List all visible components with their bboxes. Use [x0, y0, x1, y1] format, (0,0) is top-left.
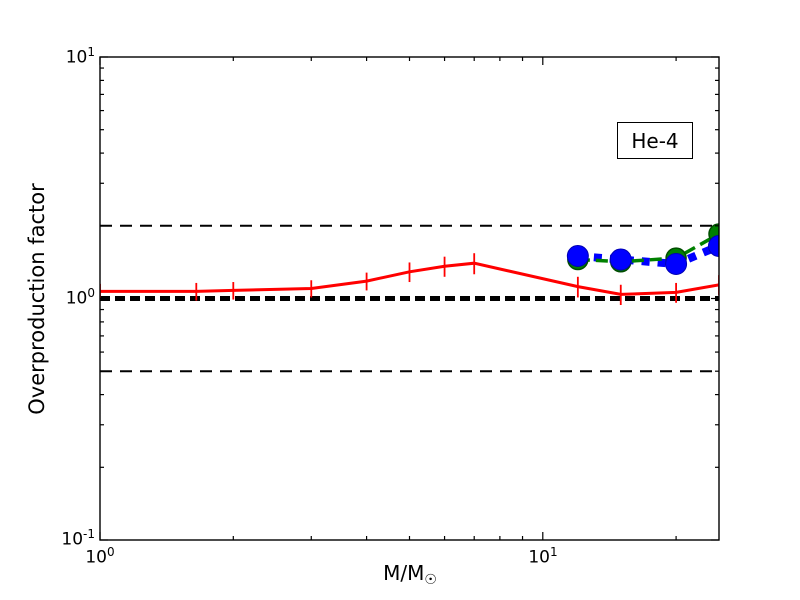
x-axis-label-text: M/M: [383, 561, 425, 585]
legend-label: He-4: [631, 128, 679, 153]
x-tick-label-10e1: 101: [508, 545, 578, 568]
series-red-errorbar: [100, 253, 719, 305]
tick-base: 10: [528, 547, 550, 568]
series-blue-green: [566, 223, 719, 275]
red-line: [100, 261, 719, 296]
sun-symbol: ☉: [424, 572, 437, 588]
legend-box: He-4: [617, 122, 693, 159]
tick-exp: -1: [83, 527, 95, 541]
tick-exp: 1: [550, 545, 558, 559]
y-tick-label-10e0: 100: [28, 286, 95, 309]
blue-marker: [708, 234, 719, 257]
green-line: [577, 232, 719, 264]
tick-base: 10: [65, 47, 88, 68]
tick-exp: 1: [87, 45, 95, 59]
blue-marker: [665, 252, 688, 275]
tick-exp: 0: [107, 545, 115, 559]
blue-marker: [566, 244, 589, 267]
axis-ticks: [99, 56, 719, 541]
y-tick-label-10e1: 101: [28, 45, 95, 68]
tick-base: 10: [61, 529, 84, 550]
reference-lines: [100, 224, 719, 373]
y-axis-label-text: Overproduction factor: [25, 183, 49, 415]
tick-base: 10: [85, 547, 107, 568]
y-tick-label-10e-1: 10-1: [28, 527, 95, 550]
data-series: [100, 223, 719, 305]
blue-line: [577, 242, 719, 269]
x-axis-label: M/M☉: [310, 561, 510, 588]
blue-marker: [609, 248, 632, 271]
x-tick-label-10e0: 100: [65, 545, 135, 568]
tick-exp: 0: [87, 286, 95, 300]
tick-base: 10: [65, 288, 88, 309]
